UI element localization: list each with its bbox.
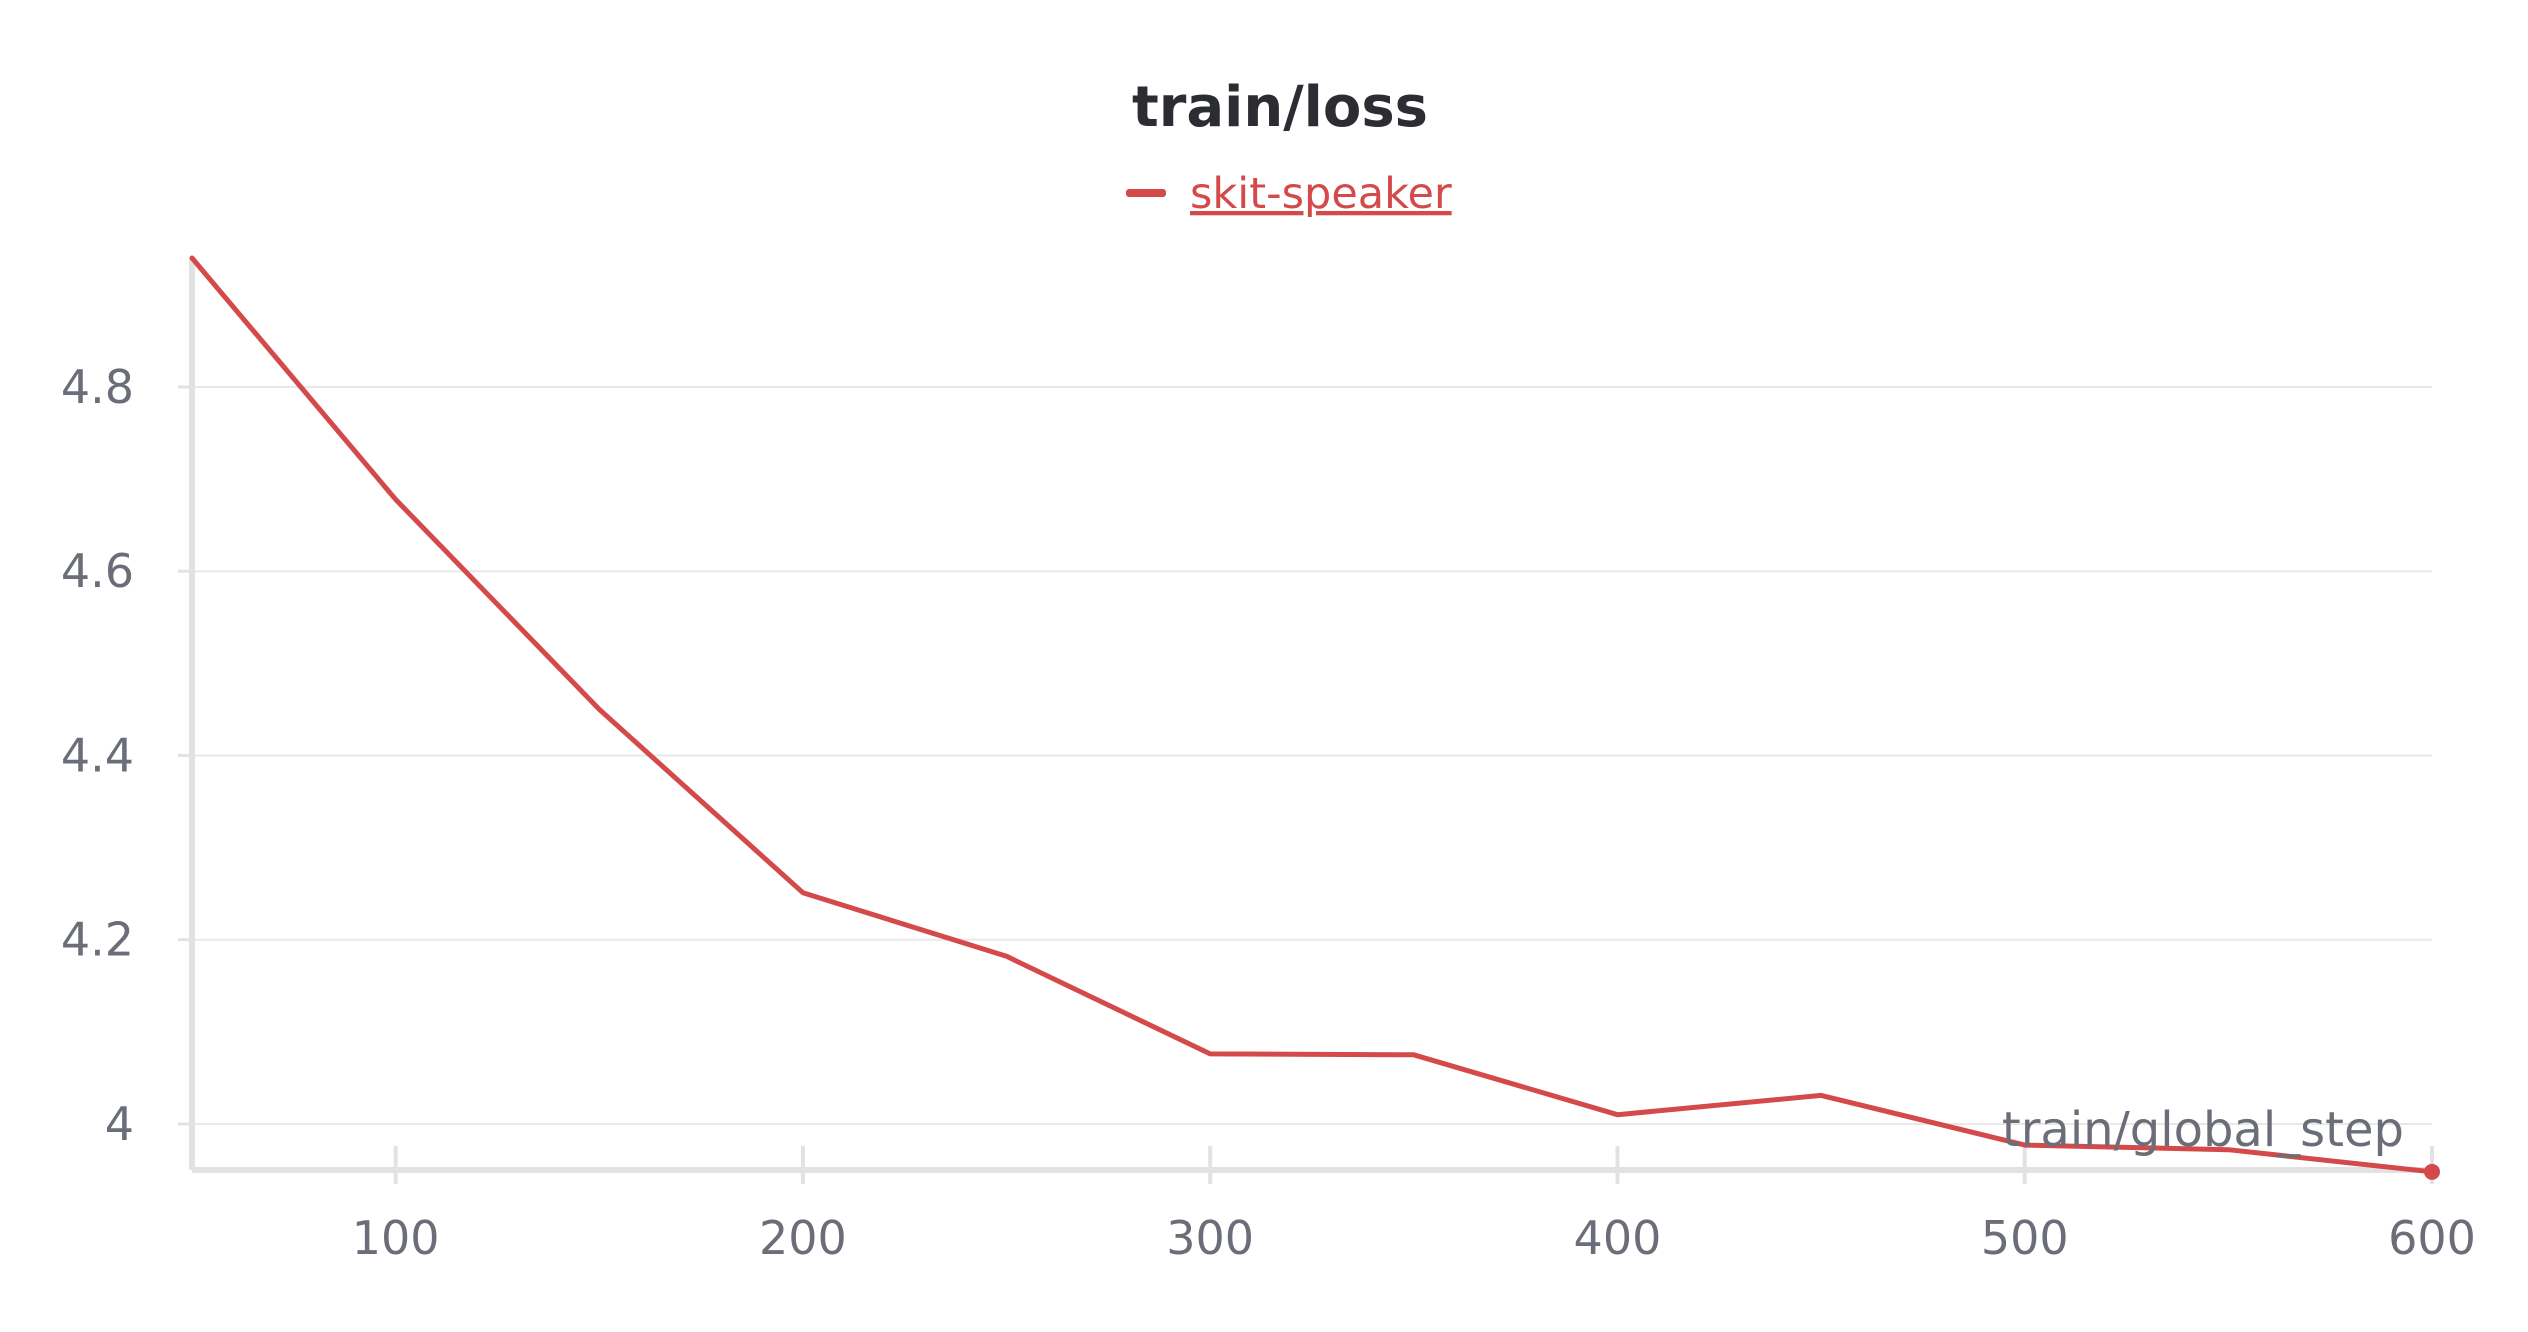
legend[interactable]: skit-speaker — [1126, 169, 1452, 219]
series-layer — [189, 255, 2440, 1180]
chart-title: train/loss — [1132, 75, 1428, 140]
series-line-skit-speaker — [189, 255, 2435, 1175]
y-tick-label: 4.4 — [61, 728, 134, 782]
y-tick-label: 4.6 — [61, 544, 134, 598]
x-tick-label: 200 — [759, 1211, 847, 1265]
legend-label-skit-speaker[interactable]: skit-speaker — [1190, 169, 1452, 219]
series-end-point — [2424, 1163, 2440, 1180]
legend-swatch — [1126, 189, 1166, 197]
x-tick-label: 500 — [1981, 1211, 2069, 1265]
x-axis-label: train/global_step — [2002, 1102, 2404, 1158]
x-axis-ticks: 100 200 300 400 500 600 — [352, 1146, 2476, 1265]
x-tick-label: 400 — [1574, 1211, 1662, 1265]
y-axis-ticks: 4 4.2 4.4 4.6 4.8 — [61, 360, 192, 1151]
x-tick-label: 100 — [352, 1211, 440, 1265]
x-tick-label: 600 — [2388, 1211, 2476, 1265]
axes — [189, 258, 2432, 1173]
y-tick-label: 4 — [105, 1097, 134, 1151]
y-tick-label: 4.2 — [61, 913, 134, 967]
y-tick-label: 4.8 — [61, 360, 134, 414]
x-tick-label: 300 — [1166, 1211, 1254, 1265]
grid-lines — [192, 385, 2432, 1125]
